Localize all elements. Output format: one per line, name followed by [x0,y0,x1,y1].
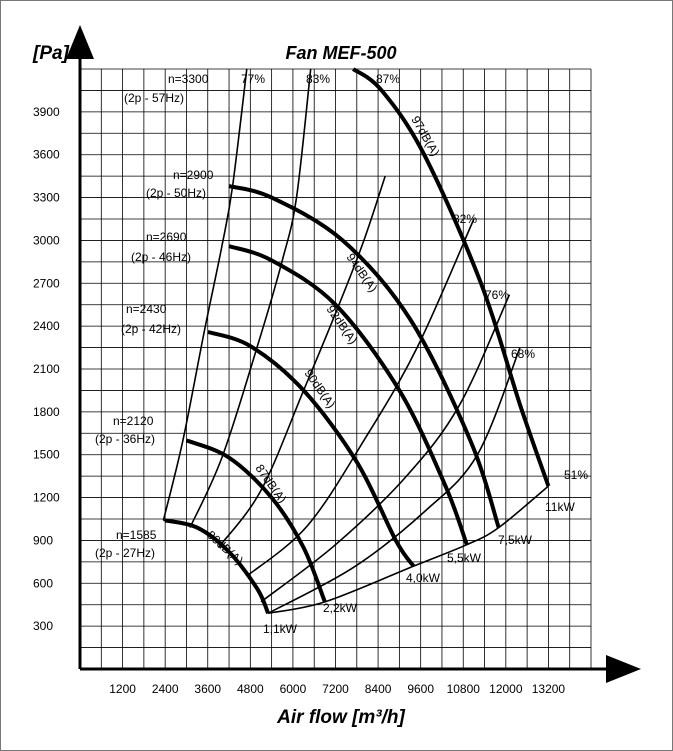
curves [162,67,551,615]
x-tick-label: 7200 [322,682,349,696]
efficiency-curve [189,68,312,528]
x-tick-label: 13200 [532,682,566,696]
y-tick-label: 2100 [33,362,60,376]
speed-sublabel: (2p - 50Hz) [146,186,206,200]
efficiency-label: 87% [376,72,400,86]
y-tick-label: 300 [33,619,53,633]
speed-label: n=2120 [113,414,154,428]
efficiency-curve [267,347,521,615]
x-tick-label: 6000 [280,682,307,696]
efficiency-curve [162,68,248,521]
speed-sublabel: (2p - 42Hz) [121,322,181,336]
grid [80,68,592,669]
speed-curve [164,518,270,615]
y-tick-label: 3000 [33,233,60,247]
x-tick-label: 1200 [109,682,136,696]
y-tick-label: 600 [33,576,53,590]
efficiency-label: 68% [511,347,535,361]
speed-sublabel: (2p - 57Hz) [124,91,184,105]
y-tick-label: 1200 [33,491,60,505]
noise-label: 90dB(A) [302,367,339,411]
speed-sublabel: (2p - 46Hz) [131,250,191,264]
y-axis-arrow [66,25,94,59]
y-tick-label: 1800 [33,405,60,419]
power-label: 4,0kW [406,571,441,585]
power-label: 11kW [545,500,575,514]
speed-label: n=2900 [173,168,214,182]
speed-curve [228,184,501,529]
ticks: 1200 2400 3600 4800 6000 7200 8400 9600 10800 120… [33,105,565,696]
y-tick-label: 900 [33,533,53,547]
power-label: 1,1kW [263,622,298,636]
power-line [267,485,549,615]
efficiency-label: 76% [485,288,509,302]
speed-sublabel: (2p - 36Hz) [95,432,155,446]
y-tick-label: 1500 [33,448,60,462]
speed-sublabel: (2p - 27Hz) [95,546,155,560]
power-label: 2,2kW [323,601,358,615]
y-tick-label: 3300 [33,191,60,205]
speed-curve [228,244,469,546]
efficiency-label: 83% [306,72,330,86]
x-tick-label: 8400 [365,682,392,696]
efficiency-label-51: 51% [564,468,588,482]
x-axis-label: Air flow [m³/h] [276,707,405,728]
speed-curve [207,329,416,568]
axes [66,25,641,683]
efficiency-label: 82% [453,212,477,226]
y-tick-label: 3900 [33,105,60,119]
speed-curve [185,438,327,603]
x-tick-label: 3600 [194,682,221,696]
speed-label: n=1585 [116,528,157,542]
y-tick-label: 2700 [33,276,60,290]
y-tick-label: 2400 [33,319,60,333]
power-label: 7,5kW [498,533,533,547]
chart-title: Fan MEF-500 [285,43,396,63]
speed-label: n=3300 [168,72,209,86]
power-label: 5,5kW [447,551,482,565]
speed-label: n=2430 [126,302,167,316]
y-tick-label: 3600 [33,148,60,162]
x-axis-arrow [606,655,641,683]
x-tick-label: 2400 [152,682,179,696]
x-tick-label: 10800 [447,682,481,696]
x-tick-label: 12000 [489,682,523,696]
x-tick-label: 9600 [407,682,434,696]
x-tick-label: 4800 [237,682,264,696]
curve-labels: n=1585 (2p - 27Hz) n=2120 (2p - 36Hz) n=2430… [95,72,588,636]
speed-curve [352,67,551,487]
y-axis-label: [Pa] [32,43,70,64]
efficiency-label: 77% [241,72,265,86]
speed-label: n=2690 [146,230,187,244]
efficiency-curve [217,175,386,549]
